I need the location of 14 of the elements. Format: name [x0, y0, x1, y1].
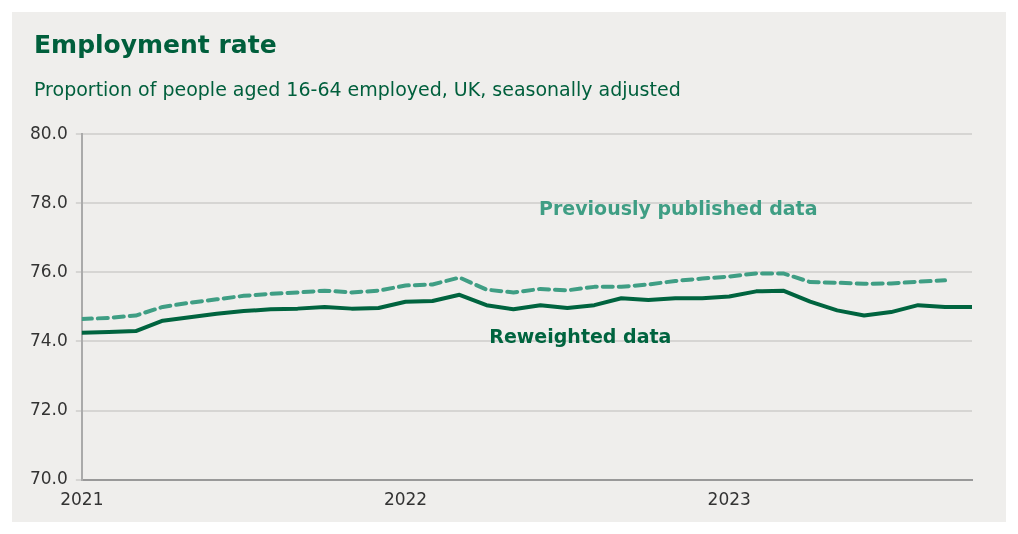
y-tick-label: 80.0 [29, 122, 68, 143]
y-tick-label: 78.0 [29, 191, 68, 212]
y-tick-label: 70.0 [29, 468, 68, 489]
series-label: Reweighted data [489, 324, 672, 347]
y-tick-label: 76.0 [29, 260, 68, 281]
chart-title: Employment rate [34, 30, 277, 59]
x-tick-label: 2022 [383, 489, 428, 510]
y-tick-label: 74.0 [29, 329, 68, 350]
x-tick-label: 2021 [60, 489, 104, 510]
x-tick-label: 2023 [707, 489, 751, 510]
text: Previously published data [539, 197, 818, 220]
chart-subtitle: Proportion of people aged 16-64 employed, UK, seasonally adjusted [34, 78, 681, 100]
y-tick-label: 72.0 [29, 398, 68, 419]
line-series [81, 271, 948, 321]
